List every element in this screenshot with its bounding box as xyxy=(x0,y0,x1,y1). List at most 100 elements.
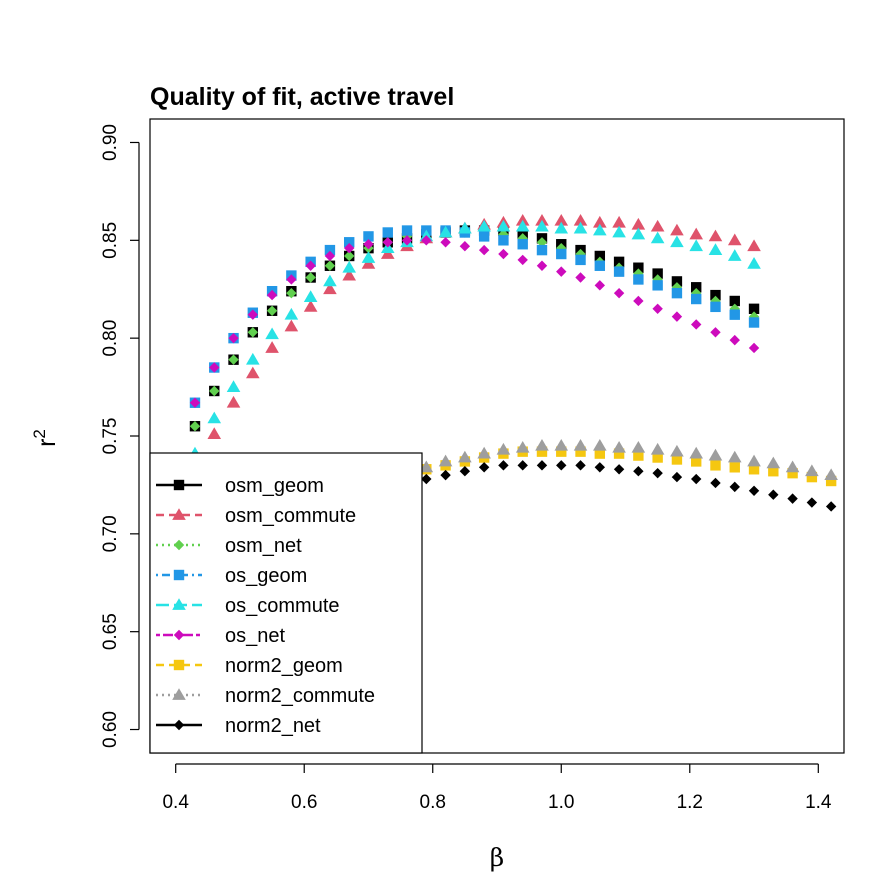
series-os_commute xyxy=(188,219,761,459)
data-point-norm2_net xyxy=(440,469,451,481)
data-point-osm_geom xyxy=(594,250,606,262)
data-point-os_net xyxy=(324,250,336,262)
data-point-os_net xyxy=(575,272,586,283)
data-point-osm_commute xyxy=(593,215,607,228)
data-point-os_commute xyxy=(612,225,626,238)
y-tick-label: 0.70 xyxy=(100,515,121,552)
data-point-osm_commute xyxy=(303,300,318,312)
data-point-os_net xyxy=(729,334,740,346)
legend-marker-osm_commute xyxy=(172,508,186,520)
data-point-norm2_commute xyxy=(824,468,838,481)
data-point-os_net xyxy=(421,235,432,246)
data-point-osm_commute xyxy=(226,395,241,408)
data-point-os_net xyxy=(344,242,355,254)
data-point-os_commute xyxy=(708,243,723,256)
data-point-os_net xyxy=(613,287,625,299)
data-point-osm_commute xyxy=(554,213,569,226)
data-point-norm2_commute xyxy=(593,438,607,451)
data-point-os_commute xyxy=(207,411,222,424)
y-axis-label-superscript: 2 xyxy=(30,429,49,438)
data-point-os_net xyxy=(498,248,509,260)
data-point-osm_commute xyxy=(246,366,260,379)
legend-item-os_geom: os_geom xyxy=(156,565,307,587)
data-point-norm2_geom xyxy=(556,446,567,457)
data-point-norm2_commute xyxy=(708,448,723,461)
data-point-norm2_geom xyxy=(671,454,683,465)
data-point-osm_commute xyxy=(361,257,376,269)
data-point-norm2_net xyxy=(787,493,798,504)
data-point-norm2_geom xyxy=(787,467,798,479)
data-point-osm_commute xyxy=(631,217,646,230)
data-point-osm_commute xyxy=(573,213,588,226)
data-point-osm_commute xyxy=(284,319,299,332)
data-point-os_geom xyxy=(691,293,702,305)
data-point-osm_net xyxy=(266,305,278,316)
legend-marker-os_commute xyxy=(172,598,186,610)
data-point-norm2_net xyxy=(536,460,548,471)
legend-box xyxy=(149,452,423,754)
data-point-osm_geom xyxy=(652,268,663,279)
data-point-os_net xyxy=(363,239,374,250)
x-tick-label: 1.0 xyxy=(548,792,574,813)
data-point-osm_net xyxy=(324,260,336,271)
y-tick-label: 0.60 xyxy=(100,711,121,748)
data-point-norm2_geom xyxy=(710,460,721,471)
data-point-norm2_geom xyxy=(633,450,644,461)
data-point-os_commute xyxy=(727,249,742,261)
data-point-os_net xyxy=(517,254,528,266)
data-point-os_net xyxy=(748,342,760,354)
data-point-os_geom xyxy=(498,235,509,246)
y-tick-label: 0.75 xyxy=(100,418,121,455)
plot-area-frame xyxy=(149,118,845,754)
data-point-os_geom xyxy=(729,309,740,320)
data-point-norm2_net xyxy=(633,466,644,477)
data-point-norm2_commute xyxy=(689,446,704,459)
data-point-osm_net xyxy=(344,250,355,262)
data-point-norm2_net xyxy=(710,477,721,489)
data-point-os_net xyxy=(691,319,702,330)
data-point-os_commute xyxy=(438,225,453,238)
data-point-norm2_net xyxy=(613,464,625,475)
data-point-os_commute xyxy=(689,239,704,252)
data-point-osm_commute xyxy=(515,213,530,226)
data-point-os_geom xyxy=(633,274,644,285)
data-point-norm2_commute xyxy=(670,444,684,457)
legend-marker-norm2_commute xyxy=(172,688,186,700)
data-point-os_geom xyxy=(324,244,336,256)
data-point-osm_geom xyxy=(729,295,740,307)
data-point-norm2_commute xyxy=(805,464,819,477)
data-point-norm2_commute xyxy=(554,438,569,451)
legend-item-os_commute: os_commute xyxy=(156,595,340,617)
data-point-norm2_net xyxy=(575,460,586,471)
x-tick-label: 0.8 xyxy=(420,792,446,813)
data-point-os_commute xyxy=(323,274,337,287)
y-tick-label: 0.80 xyxy=(100,320,121,357)
x-tick-label: 1.2 xyxy=(677,792,703,813)
data-point-norm2_commute xyxy=(573,438,588,451)
data-point-osm_geom xyxy=(691,282,702,293)
data-point-norm2_commute xyxy=(612,440,626,453)
data-point-os_geom xyxy=(748,317,760,328)
data-point-norm2_geom xyxy=(536,446,548,457)
data-point-norm2_net xyxy=(671,471,683,483)
x-tick-label: 0.4 xyxy=(162,792,189,813)
data-point-os_commute xyxy=(593,223,607,236)
data-point-norm2_geom xyxy=(652,452,663,463)
legend-marker-os_net xyxy=(173,629,185,641)
data-point-os_commute xyxy=(747,257,761,269)
legend-label-norm2_net: norm2_net xyxy=(225,715,321,737)
data-point-os_commute xyxy=(284,307,299,320)
data-point-os_commute xyxy=(226,380,241,392)
data-point-os_geom xyxy=(363,231,374,242)
data-point-os_net xyxy=(478,244,490,256)
data-point-norm2_commute xyxy=(515,440,530,453)
legend-marker-osm_net xyxy=(173,539,185,551)
data-point-osm_net xyxy=(286,287,297,299)
data-point-os_net xyxy=(247,309,259,320)
data-point-norm2_geom xyxy=(825,475,837,487)
data-point-norm2_geom xyxy=(594,448,606,459)
legend-label-os_geom: os_geom xyxy=(225,565,307,587)
data-point-osm_geom xyxy=(748,303,760,315)
legend-label-os_commute: os_commute xyxy=(225,595,340,617)
